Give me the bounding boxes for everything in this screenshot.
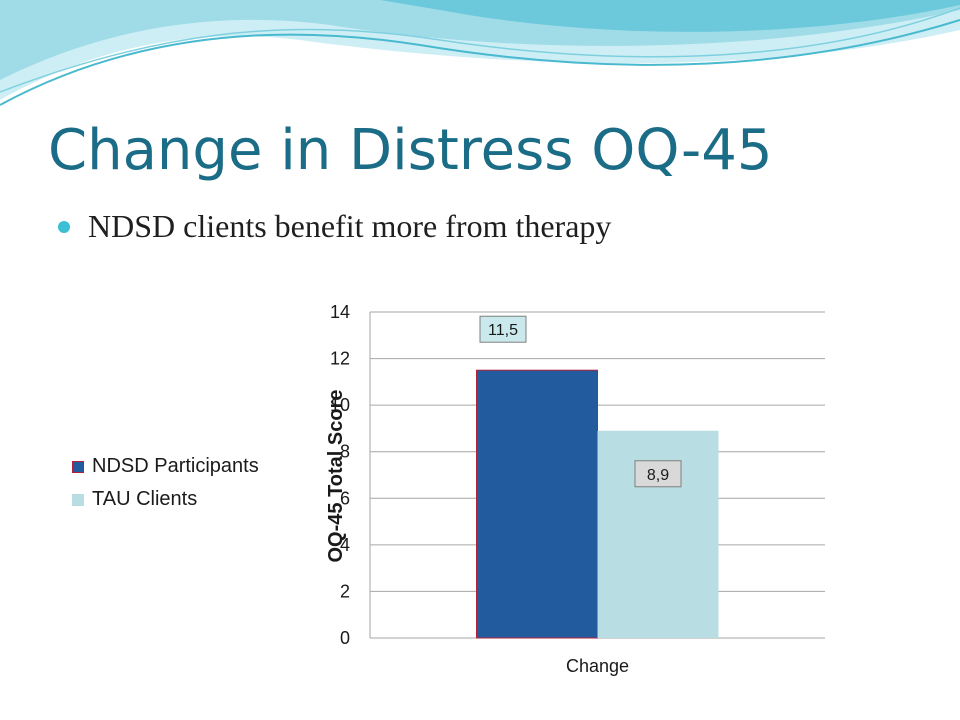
legend-item-tau-clients: TAU Clients	[72, 483, 259, 516]
bullet-marker	[58, 220, 70, 233]
data-label-box	[634, 460, 682, 488]
data-labels: 11,5 8,9	[479, 315, 682, 488]
legend-swatch-tau-clients	[72, 493, 84, 506]
data-label-text: 11,5	[488, 322, 518, 339]
legend-swatch-ndsd-participants	[72, 460, 84, 473]
y-tick-label: 0	[340, 628, 350, 648]
data-label: 11,5	[479, 315, 527, 343]
bar-ndsd-participants	[476, 369, 598, 639]
y-tick-label: 8	[340, 442, 350, 462]
bars	[476, 369, 719, 639]
chart-legend: NDSD Participants TAU Clients	[72, 450, 259, 516]
data-label: 8,9	[634, 460, 682, 488]
y-axis-title: OQ-45 Total Score	[325, 389, 347, 562]
legend-label-ndsd-participants: NDSD Participants	[92, 455, 259, 477]
y-tick-label: 2	[340, 581, 350, 601]
y-tick-label: 12	[330, 349, 350, 369]
data-label-text: 8,9	[647, 467, 669, 484]
y-tick-label: 10	[330, 395, 350, 415]
slide-title: Change in Distress OQ-45	[48, 118, 773, 183]
legend-label-tau-clients: TAU Clients	[92, 488, 198, 510]
x-axis-ticks: Change	[566, 656, 629, 676]
data-label-box	[479, 315, 527, 343]
y-tick-label: 4	[340, 535, 350, 555]
y-tick-label: 6	[340, 488, 350, 508]
y-axis-ticks: 0 2 4 6 8 10 12 14	[330, 302, 350, 648]
bullet-point: NDSD clients benefit more from therapy	[58, 208, 611, 245]
legend-item-ndsd-participants: NDSD Participants	[72, 450, 259, 483]
bullet-text: NDSD clients benefit more from therapy	[88, 208, 612, 244]
x-tick-label: Change	[566, 656, 629, 676]
y-tick-label: 14	[330, 302, 350, 322]
decorative-wave-header	[0, 0, 960, 106]
